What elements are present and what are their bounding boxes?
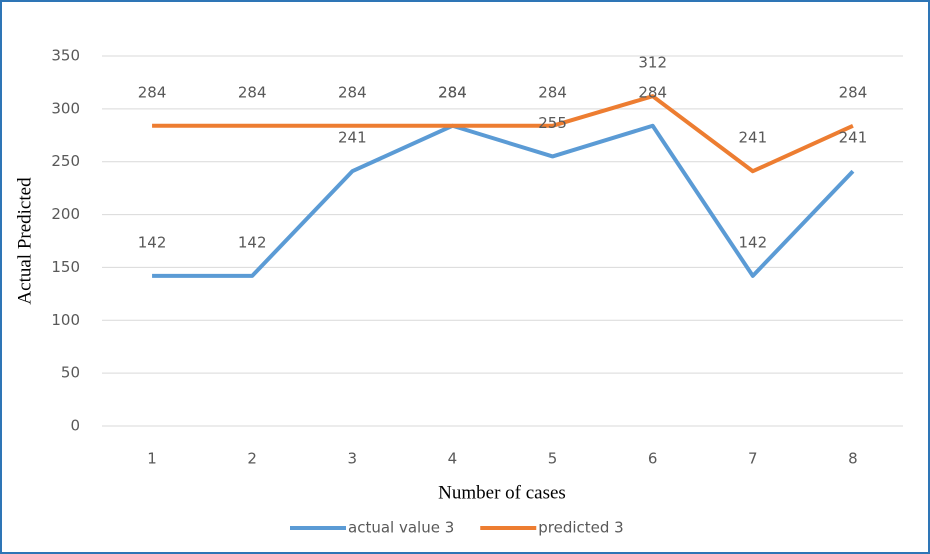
data-label: 284 bbox=[438, 83, 467, 101]
y-tick-label: 250 bbox=[51, 152, 80, 170]
x-tick-label: 6 bbox=[648, 450, 658, 468]
data-label: 241 bbox=[338, 129, 367, 147]
y-tick-label: 0 bbox=[70, 417, 80, 435]
x-tick-label: 1 bbox=[147, 450, 157, 468]
x-tick-label: 2 bbox=[247, 450, 257, 468]
data-label: 284 bbox=[839, 83, 868, 101]
data-label: 284 bbox=[538, 83, 567, 101]
data-label: 284 bbox=[638, 83, 667, 101]
x-tick-label: 5 bbox=[548, 450, 558, 468]
series-line bbox=[152, 123, 855, 278]
y-axis-title: Actual Predicted bbox=[14, 177, 35, 305]
y-tick-label: 350 bbox=[51, 47, 80, 65]
y-tick-label: 150 bbox=[51, 258, 80, 276]
data-label: 142 bbox=[738, 233, 767, 251]
x-tick-label: 4 bbox=[448, 450, 458, 468]
y-tick-label: 200 bbox=[51, 205, 80, 223]
data-label: 284 bbox=[138, 83, 167, 101]
legend-label: predicted 3 bbox=[538, 519, 623, 537]
x-tick-label: 3 bbox=[348, 450, 358, 468]
data-label: 284 bbox=[338, 83, 367, 101]
data-label: 255 bbox=[538, 114, 567, 132]
y-tick-label: 300 bbox=[51, 99, 80, 117]
data-label: 241 bbox=[839, 129, 868, 147]
data-label: 142 bbox=[138, 233, 167, 251]
data-label: 284 bbox=[238, 83, 267, 101]
x-axis-title: Number of cases bbox=[438, 482, 566, 503]
data-label: 241 bbox=[738, 129, 767, 147]
x-tick-label: 7 bbox=[748, 450, 758, 468]
series-line bbox=[152, 94, 854, 174]
legend-label: actual value 3 bbox=[348, 519, 454, 537]
data-label: 142 bbox=[238, 233, 267, 251]
data-label: 284 bbox=[438, 83, 467, 101]
data-label: 312 bbox=[638, 54, 667, 72]
y-tick-label: 100 bbox=[51, 311, 80, 329]
y-tick-label: 50 bbox=[61, 364, 80, 382]
x-tick-label: 8 bbox=[848, 450, 858, 468]
